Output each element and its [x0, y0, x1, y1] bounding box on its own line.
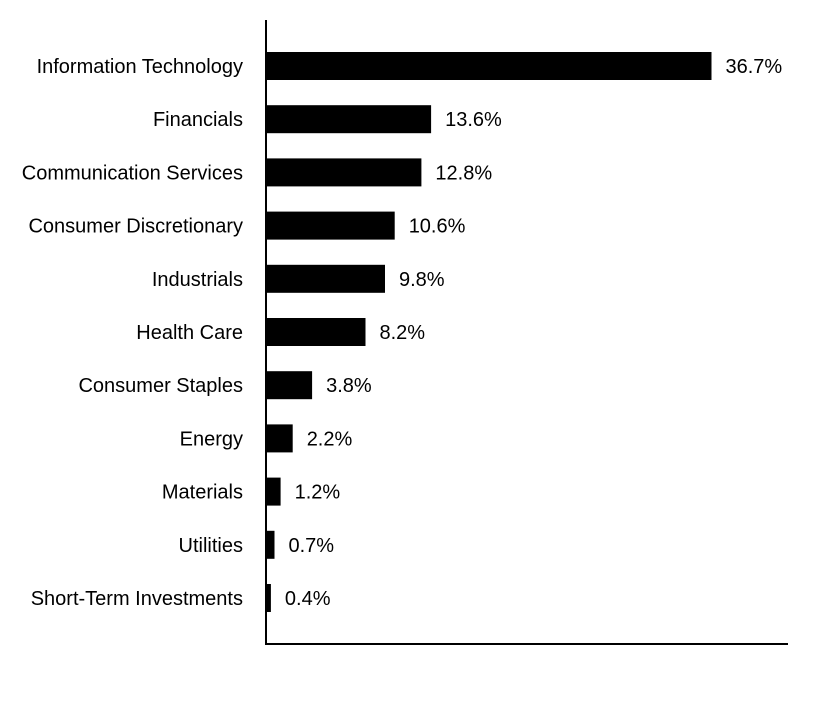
- value-label-utilities: 0.7%: [289, 535, 335, 557]
- value-label-information-technology: 36.7%: [726, 56, 783, 78]
- category-label-utilities: Utilities: [179, 535, 243, 557]
- value-label-consumer-discretionary: 10.6%: [409, 216, 466, 238]
- category-label-consumer-discretionary: Consumer Discretionary: [28, 216, 243, 238]
- value-label-materials: 1.2%: [295, 482, 341, 504]
- bar-consumer-discretionary: [266, 211, 395, 240]
- value-label-short-term-investments: 0.4%: [285, 588, 331, 610]
- labels-layer: Information Technology 36.7% Financials 13.…: [22, 56, 783, 610]
- category-label-financials: Financials: [153, 109, 243, 131]
- bar-utilities: [266, 530, 275, 559]
- category-label-health-care: Health Care: [136, 322, 243, 344]
- category-label-industrials: Industrials: [152, 269, 243, 291]
- category-label-short-term-investments: Short-Term Investments: [31, 588, 243, 610]
- bar-information-technology: [266, 52, 712, 80]
- bar-short-term-investments: [266, 584, 271, 612]
- bar-communication-services: [266, 158, 422, 187]
- value-label-consumer-staples: 3.8%: [326, 375, 372, 397]
- bar-financials: [266, 105, 432, 134]
- bar-industrials: [266, 264, 385, 293]
- category-label-materials: Materials: [162, 482, 243, 504]
- category-label-consumer-staples: Consumer Staples: [78, 375, 243, 397]
- value-label-financials: 13.6%: [445, 109, 502, 131]
- value-label-communication-services: 12.8%: [435, 162, 492, 184]
- value-label-energy: 2.2%: [307, 428, 353, 450]
- category-label-information-technology: Information Technology: [37, 56, 243, 78]
- value-label-industrials: 9.8%: [399, 269, 445, 291]
- value-label-health-care: 8.2%: [380, 322, 426, 344]
- bar-energy: [266, 424, 293, 453]
- bar-consumer-staples: [266, 371, 313, 400]
- category-label-communication-services: Communication Services: [22, 162, 243, 184]
- bars-layer: [266, 52, 712, 612]
- bar-materials: [266, 477, 281, 506]
- category-label-energy: Energy: [180, 428, 243, 450]
- bar-health-care: [266, 318, 366, 346]
